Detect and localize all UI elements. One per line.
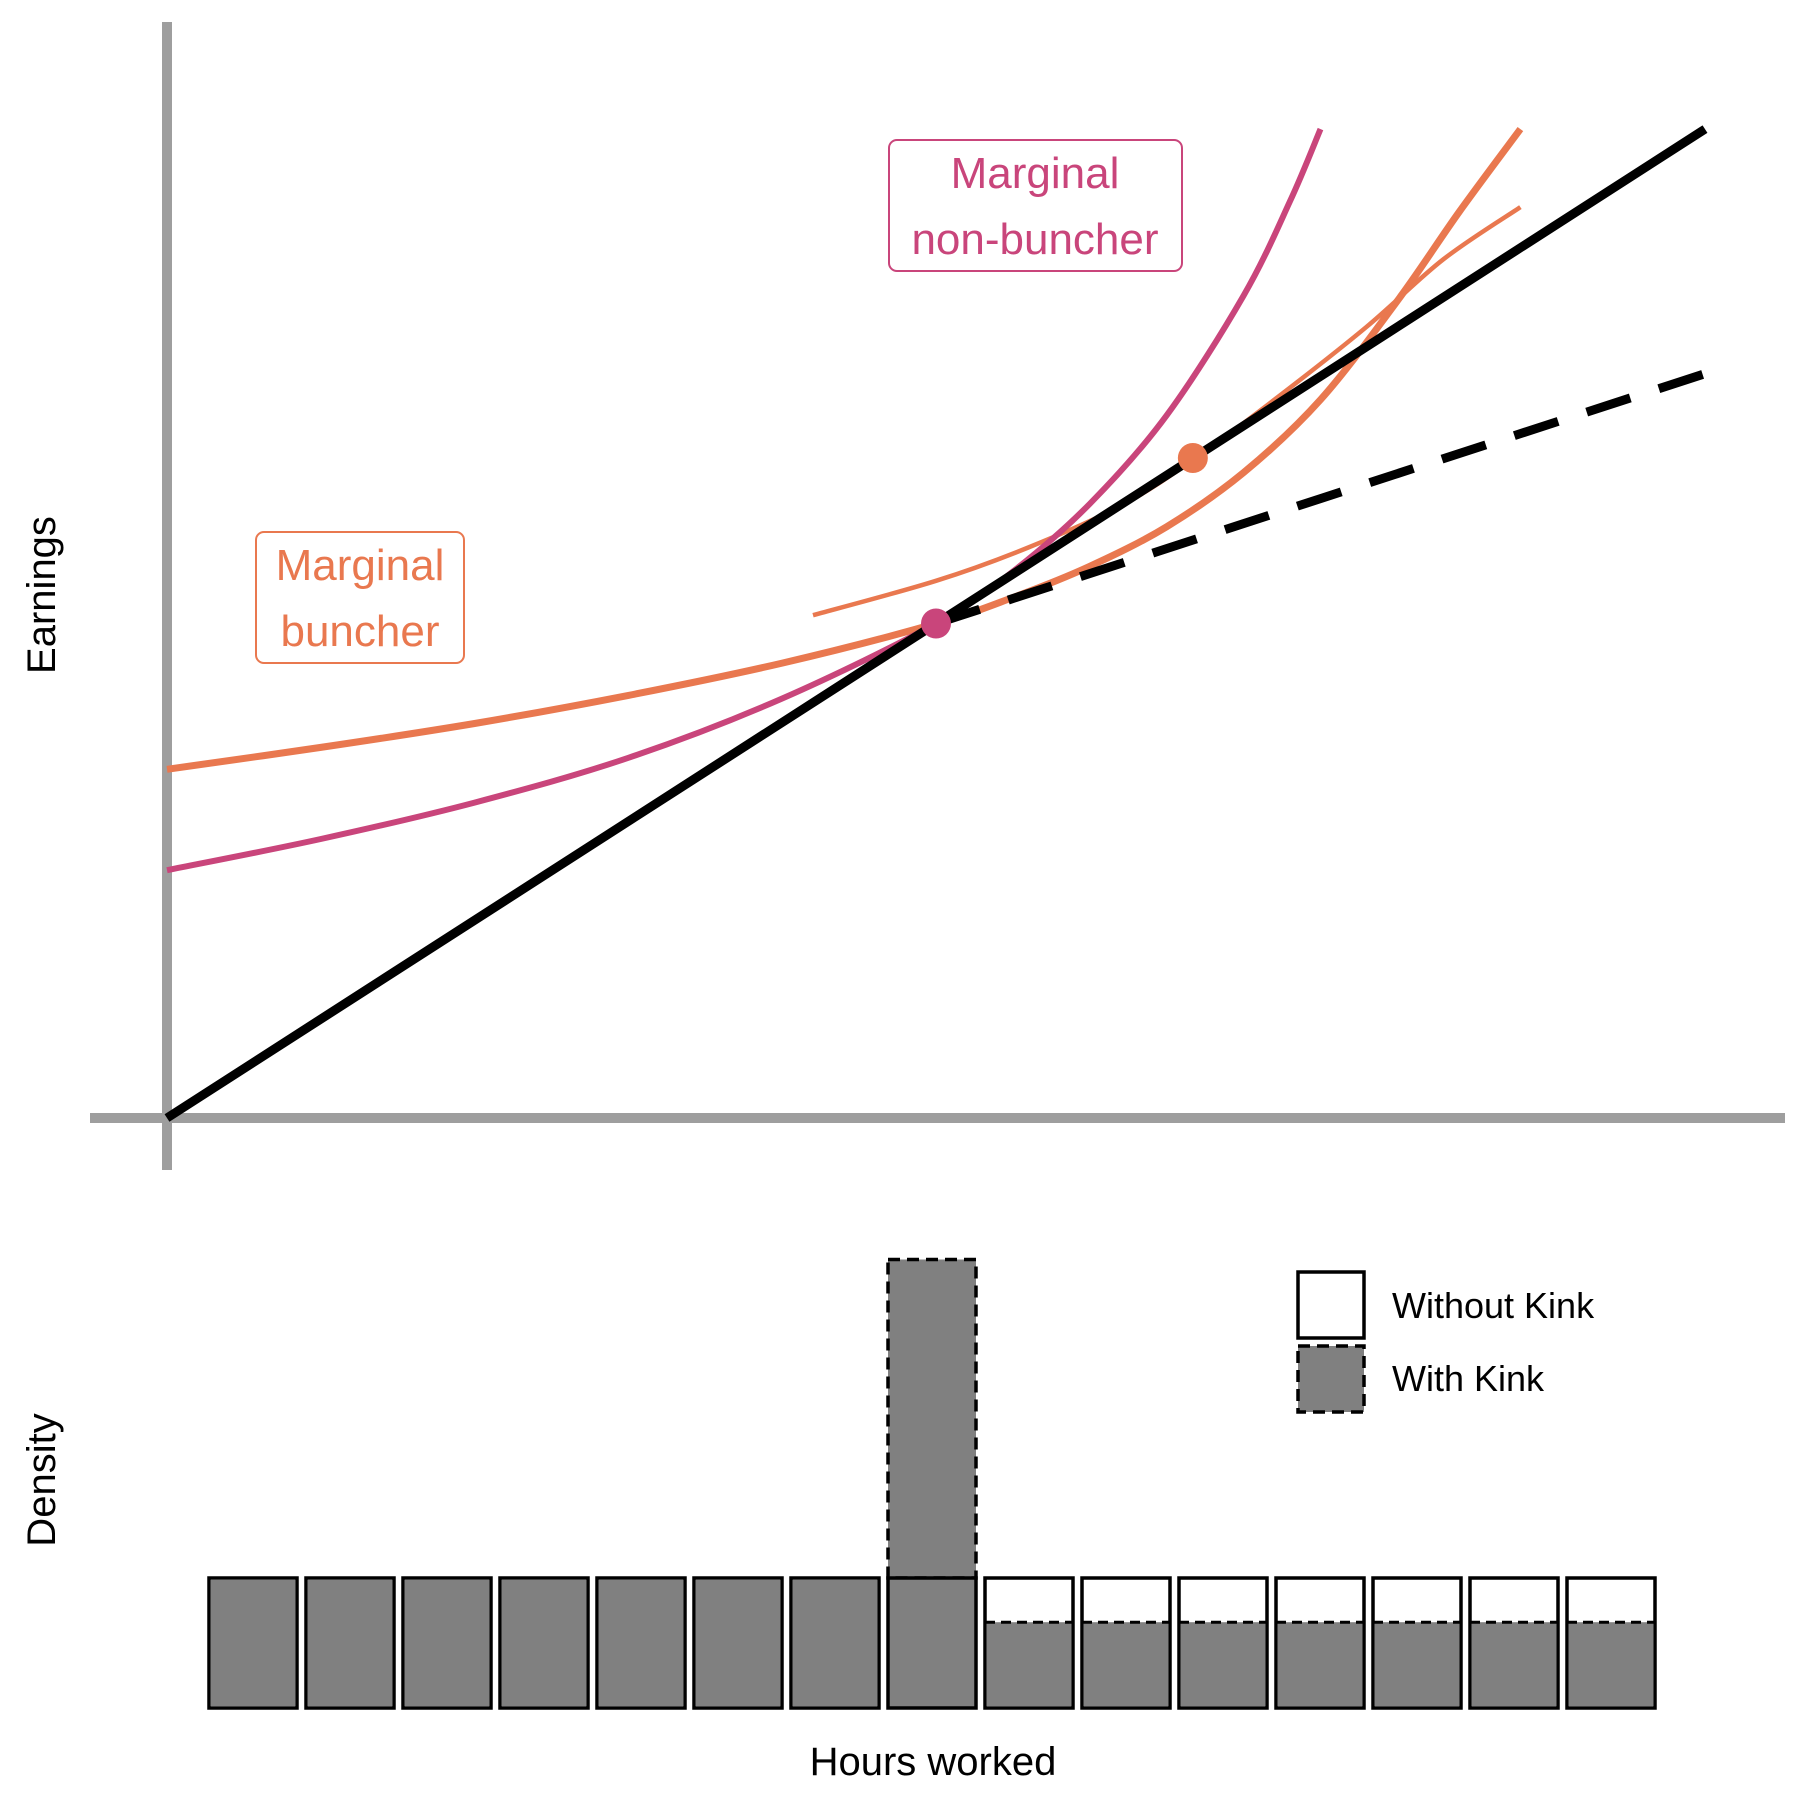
annotation-buncher-line1: Marginal — [276, 541, 445, 590]
annotation-non-buncher-line2: non-buncher — [911, 215, 1158, 264]
bar-with-kink-11 — [1180, 1622, 1266, 1707]
series-line-budget-constraint-with-kink — [934, 369, 1707, 628]
bar-with-kink-6 — [695, 1579, 781, 1707]
bar-with-kink-12 — [1277, 1622, 1363, 1707]
bar-with-kink-13 — [1374, 1622, 1460, 1707]
bars-layer — [207, 1257, 1657, 1710]
bar-with-kink-excess-8 — [886, 1257, 978, 1580]
points-layer — [921, 443, 1208, 639]
bar-with-kink-15 — [1568, 1622, 1654, 1707]
annotation-non-buncher-line1: Marginal — [951, 149, 1120, 198]
annotation-non-buncher: Marginal non-buncher — [888, 139, 1183, 272]
bar-with-kink-10 — [1083, 1622, 1169, 1707]
earnings-panel: Earnings Marginal non-buncher Marginal b… — [20, 22, 1785, 1170]
bar-with-kink-3 — [404, 1579, 490, 1707]
bar-with-kink-7 — [792, 1579, 878, 1707]
legend-label-with-kink: With Kink — [1392, 1358, 1545, 1399]
annotation-buncher-line2: buncher — [280, 607, 439, 656]
legend-label-without-kink: Without Kink — [1392, 1285, 1595, 1326]
y-axis-title-earnings: Earnings — [20, 516, 64, 674]
bar-with-kink-1 — [210, 1579, 296, 1707]
density-panel: Density Hours worked Without Kink With K… — [20, 1257, 1657, 1784]
legend-swatch-without-kink — [1296, 1270, 1366, 1340]
bar-with-kink-2 — [307, 1579, 393, 1707]
bar-with-kink-14 — [1471, 1622, 1557, 1707]
annotation-buncher: Marginal buncher — [255, 531, 465, 664]
legend: Without Kink With Kink — [1296, 1270, 1595, 1414]
x-axis-title-hours: Hours worked — [810, 1740, 1057, 1784]
bar-with-kink-4 — [501, 1579, 587, 1707]
legend-swatch-with-kink — [1296, 1344, 1366, 1414]
point-marginal-non-buncher-tangency — [921, 608, 951, 639]
annotation-box-non-buncher — [888, 139, 1183, 272]
point-marginal-buncher-tangency — [1177, 443, 1208, 474]
bar-with-kink-5 — [598, 1579, 684, 1707]
annotation-box-buncher — [255, 531, 465, 664]
bar-with-kink-9 — [986, 1622, 1072, 1707]
y-axis-title-density: Density — [20, 1413, 64, 1546]
bar-without-kink-8 — [886, 1576, 978, 1710]
